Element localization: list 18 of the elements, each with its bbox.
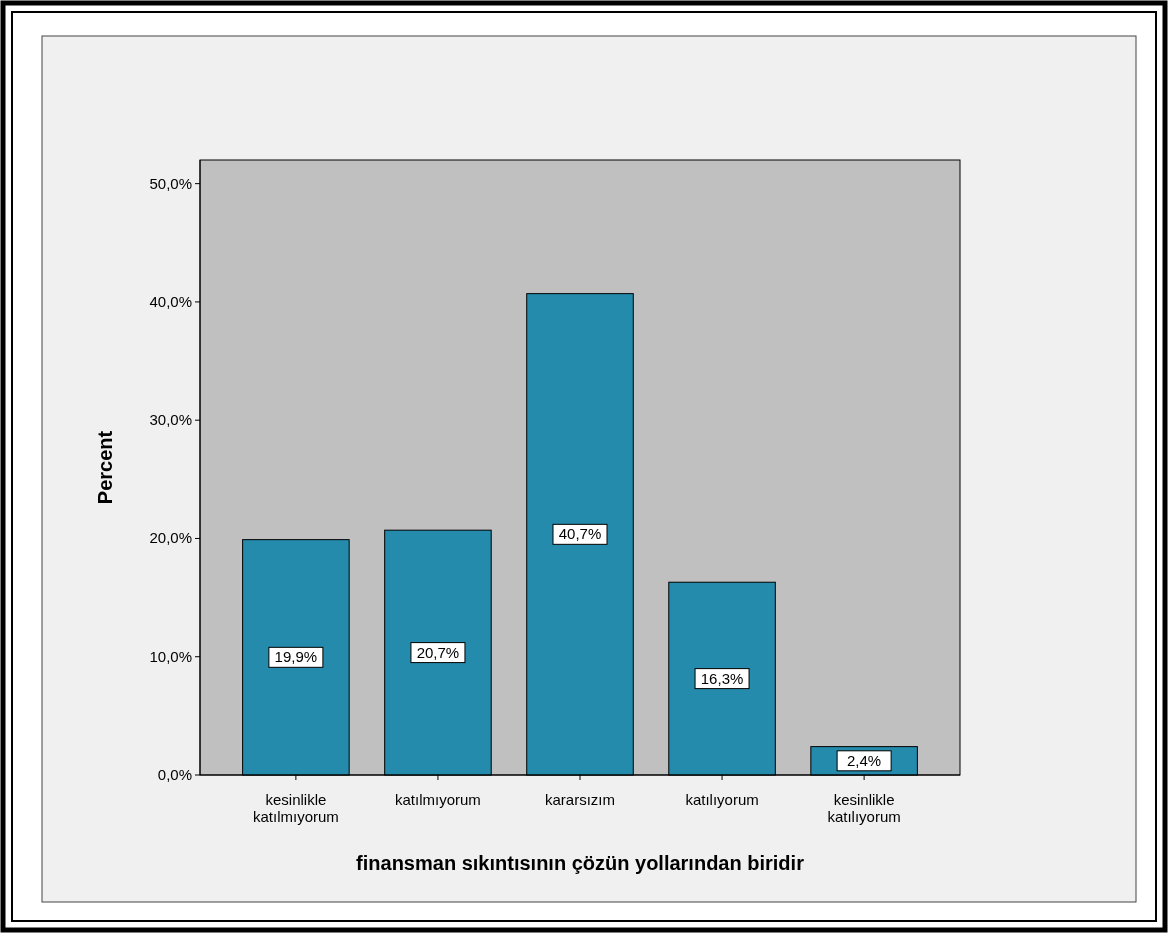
- y-tick-label: 20,0%: [149, 529, 192, 547]
- data-label: 20,7%: [416, 643, 460, 661]
- data-label: 19,9%: [274, 648, 318, 666]
- y-tick-label: 10,0%: [149, 647, 192, 665]
- data-label: 2,4%: [847, 751, 882, 769]
- x-tick-label: kesinlikle katılmıyorum: [252, 791, 339, 825]
- y-tick-label: 0,0%: [157, 766, 192, 783]
- x-tick-label: kararsızım: [544, 791, 616, 808]
- x-tick-label: katılıyorum: [685, 791, 759, 808]
- x-tick-label: kesinlikle katılıyorum: [827, 791, 901, 825]
- y-tick-label: 40,0%: [149, 292, 192, 310]
- y-axis-title: Percent: [94, 430, 116, 505]
- y-tick-label: 30,0%: [149, 411, 192, 429]
- y-tick-label: 50,0%: [149, 174, 192, 192]
- data-label: 40,7%: [558, 525, 602, 543]
- x-tick-label: katılmıyorum: [395, 791, 481, 808]
- x-axis-title: finansman sıkıntısının çözün yollarından biridir: [356, 852, 805, 874]
- data-label: 16,3%: [700, 669, 744, 687]
